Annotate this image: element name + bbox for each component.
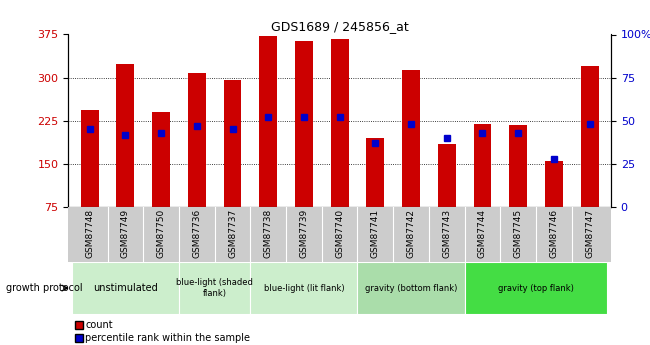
Bar: [179, 262, 250, 314]
Text: gravity (top flank): gravity (top flank): [498, 284, 574, 293]
Bar: [81, 110, 99, 207]
Bar: [358, 262, 465, 314]
Bar: [152, 112, 170, 207]
Bar: [402, 70, 420, 207]
Text: GSM87737: GSM87737: [228, 209, 237, 258]
Bar: [250, 262, 358, 314]
Text: GSM87736: GSM87736: [192, 209, 202, 258]
Bar: [545, 161, 563, 207]
Text: GSM87746: GSM87746: [549, 209, 558, 258]
Text: growth protocol: growth protocol: [6, 283, 83, 293]
Bar: [509, 125, 527, 207]
Text: GSM87738: GSM87738: [264, 209, 273, 258]
Bar: [438, 144, 456, 207]
Text: GSM87744: GSM87744: [478, 209, 487, 258]
Bar: [259, 36, 277, 207]
Bar: [465, 262, 608, 314]
Title: GDS1689 / 245856_at: GDS1689 / 245856_at: [271, 20, 408, 33]
Bar: [474, 124, 491, 207]
Bar: [72, 262, 179, 314]
Bar: [580, 66, 599, 207]
Text: GSM87745: GSM87745: [514, 209, 523, 258]
Text: blue-light (lit flank): blue-light (lit flank): [264, 284, 344, 293]
Text: GSM87741: GSM87741: [371, 209, 380, 258]
Text: GSM87750: GSM87750: [157, 209, 166, 258]
Text: GSM87739: GSM87739: [300, 209, 308, 258]
Text: gravity (bottom flank): gravity (bottom flank): [365, 284, 457, 293]
Text: GSM87747: GSM87747: [585, 209, 594, 258]
Text: count: count: [85, 320, 113, 330]
Text: GSM87748: GSM87748: [85, 209, 94, 258]
Bar: [188, 73, 205, 207]
Text: blue-light (shaded
flank): blue-light (shaded flank): [176, 278, 253, 298]
Text: GSM87742: GSM87742: [406, 209, 415, 258]
Bar: [224, 80, 241, 207]
Text: GSM87743: GSM87743: [442, 209, 451, 258]
Text: GSM87740: GSM87740: [335, 209, 344, 258]
Bar: [331, 39, 348, 207]
Bar: [295, 41, 313, 207]
Text: unstimulated: unstimulated: [93, 283, 158, 293]
Text: GSM87749: GSM87749: [121, 209, 130, 258]
Text: percentile rank within the sample: percentile rank within the sample: [85, 333, 250, 343]
Bar: [116, 65, 135, 207]
Bar: [367, 138, 384, 207]
